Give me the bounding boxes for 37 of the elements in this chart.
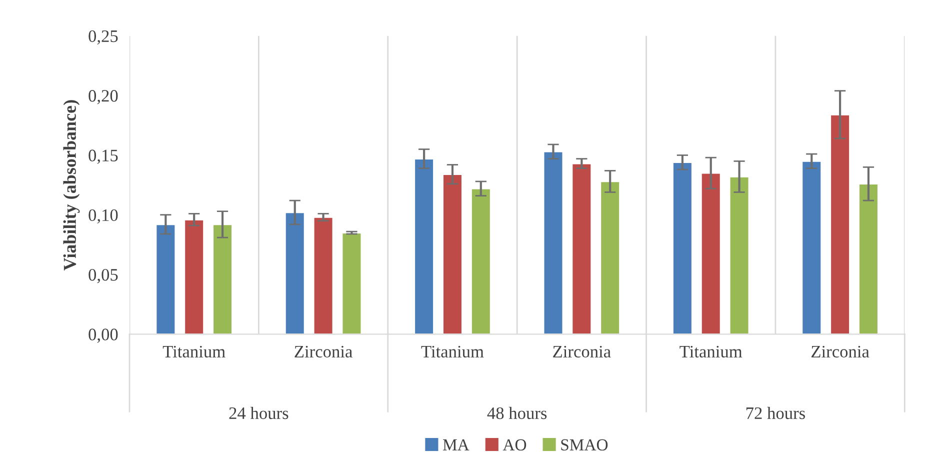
bar: [858, 183, 879, 334]
bar: [470, 188, 492, 334]
x-tick-label: Zirconia: [811, 346, 870, 358]
bar: [212, 224, 233, 334]
text: 48 hours: [487, 406, 547, 420]
bar: [672, 162, 693, 334]
y-tick-label: 0,15: [88, 150, 118, 164]
bar: [414, 158, 434, 334]
y-tick-label: 0,20: [88, 90, 118, 104]
bar: [542, 150, 564, 334]
y-axis-title: Viability (absorbance): [63, 100, 80, 270]
bar: [284, 212, 306, 334]
text: 72 hours: [746, 406, 805, 420]
bar: [442, 174, 463, 334]
bar: [700, 172, 722, 334]
x-tick-label: Titanium: [421, 346, 484, 358]
bar: [571, 162, 592, 334]
bar: [341, 232, 362, 334]
text: 24 hours: [229, 406, 288, 420]
x-tick-label: Zirconia: [553, 346, 611, 358]
y-tick-label: 0,25: [88, 30, 118, 45]
bar: [600, 180, 620, 334]
legend-label: MA: [443, 439, 470, 450]
bar: [728, 176, 750, 334]
legend-label: AO: [502, 439, 526, 450]
bar: [184, 218, 204, 334]
y-tick-label: 0,05: [88, 268, 118, 284]
x-tick-label: Titanium: [162, 346, 226, 358]
bar: [801, 160, 822, 334]
legend-label: SMAO: [561, 439, 608, 450]
bar: [830, 114, 850, 334]
y-tick-label: 0,10: [88, 209, 118, 224]
x-tick-label: Zirconia: [294, 346, 352, 358]
y-tick-label: 0,00: [88, 328, 118, 343]
bar: [312, 216, 334, 334]
x-tick-label: Titanium: [680, 346, 742, 358]
bar: [155, 224, 176, 334]
